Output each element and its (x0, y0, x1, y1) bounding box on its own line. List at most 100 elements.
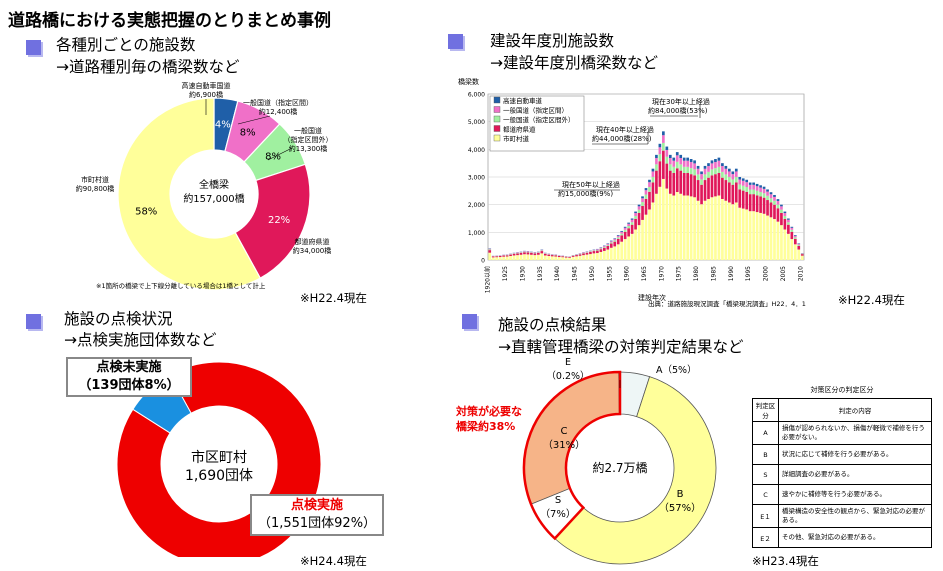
bar-segment (734, 168, 738, 172)
bar-segment (672, 157, 676, 161)
bar-segment (613, 238, 617, 240)
bar-segment (773, 196, 776, 201)
bar-segment (519, 252, 523, 255)
x-tick-label: 1960 (624, 266, 631, 281)
bar-segment (787, 222, 790, 225)
bar-segment (668, 154, 672, 159)
year-x-axis-label: 建設年次 (638, 293, 666, 302)
bar-segment (696, 165, 700, 169)
bar-segment (797, 245, 801, 250)
bar-segment (575, 256, 578, 260)
bar-segment (766, 191, 769, 196)
bar-segment (783, 211, 787, 214)
bar-segment (759, 187, 762, 193)
callout-expressway-count: 約6,900橋 (189, 90, 223, 99)
bar-segment (728, 176, 731, 183)
bar-segment (655, 158, 658, 165)
bar-segment (710, 197, 714, 260)
callout-prefectural-name: 都道府県道 (295, 237, 330, 246)
bar-segment (613, 241, 617, 247)
bar-segment (526, 251, 530, 252)
bar-segment (616, 244, 620, 260)
table-row: E２ その他、緊急対応の必要がある。 (752, 527, 932, 548)
bar-segment (530, 252, 533, 255)
bar-segment (745, 209, 749, 260)
bar-segment (707, 177, 710, 199)
result-note: ※H23.4現在 (752, 554, 819, 568)
bar-segment (582, 253, 585, 256)
bar-segment (602, 246, 606, 247)
measure-needed-line2: 橋梁約38% (456, 420, 516, 433)
bar-segment (696, 174, 700, 181)
year-subheading: →建設年度別橋梁数など (490, 54, 658, 72)
bar-segment (745, 191, 749, 210)
bar-segment (540, 250, 544, 252)
bar-segment (776, 199, 780, 201)
bar-segment (773, 200, 776, 205)
bar-segment (707, 163, 710, 167)
bar-segment (585, 251, 589, 253)
legend-label: 都道府県道 (503, 125, 536, 134)
bar-segment (787, 219, 790, 223)
year-y-axis-label: 橋梁数 (458, 77, 479, 86)
table-row: S 詳細調査の必要がある。 (752, 464, 932, 485)
bar-segment (752, 184, 755, 190)
type-donut-chart: 4%8%8%22%58% 高速自動車国道 約6,900橋 一般国道（指定区間） … (76, 81, 333, 291)
bar-segment (616, 238, 620, 245)
table-cell-content: 詳細調査の必要がある。 (778, 464, 932, 485)
bar-segment (766, 215, 769, 260)
table-cell-key: A (752, 421, 779, 445)
bar-segment (741, 178, 745, 181)
bar-segment (637, 225, 641, 260)
bar-segment (655, 164, 658, 171)
bar-segment (644, 190, 648, 195)
bar-segment (787, 233, 790, 260)
bar-segment (672, 160, 676, 167)
x-tick-label: 1925 (502, 266, 509, 281)
bar-segment (592, 249, 596, 251)
bar-segment (509, 254, 512, 256)
bar-segment (620, 230, 624, 232)
legend-swatch (493, 115, 501, 123)
bar-segment (578, 255, 582, 260)
bar-segment (495, 256, 499, 258)
table-row: C 速やかに補修等を行う必要がある。 (752, 484, 932, 505)
not-inspected-callout: 点検未実施 （139団体8%） (66, 357, 192, 397)
section-bullet-icon (26, 40, 41, 55)
bar-segment (759, 196, 762, 213)
measure-needed-callout: 対策が必要な 橋梁約38% (456, 404, 522, 434)
bar-segment (710, 163, 714, 170)
bar-segment (523, 252, 526, 255)
bar-segment (769, 192, 773, 195)
annotation-40-years-line2: 約44,000橋(28%) (592, 134, 652, 143)
bar-segment (568, 257, 571, 260)
x-tick-label: 2005 (780, 266, 787, 281)
bar-segment (769, 217, 773, 260)
bar-segment (582, 255, 585, 260)
bar-segment (547, 255, 551, 260)
bar-segment (672, 166, 676, 173)
bar-segment (679, 158, 683, 165)
bar-segment (686, 166, 690, 173)
bar-segment (728, 202, 731, 260)
bar-segment (488, 249, 492, 251)
bar-segment (651, 171, 655, 177)
bar-segment (762, 193, 766, 198)
bar-segment (609, 243, 613, 248)
bar-segment (589, 252, 592, 255)
bar-segment (780, 212, 783, 226)
bar-segment (724, 200, 728, 260)
bar-segment (543, 253, 547, 256)
bar-segment (651, 168, 655, 172)
bar-segment (759, 192, 762, 197)
bar-segment (623, 231, 627, 240)
bar-segment (682, 157, 686, 161)
bar-segment (797, 249, 801, 260)
measure-needed-line1: 対策が必要な (456, 405, 522, 418)
bar-segment (734, 202, 738, 260)
bar-segment (776, 200, 780, 205)
x-tick-label: 1930 (519, 266, 526, 281)
bar-segment (773, 204, 776, 220)
bar-segment (634, 215, 637, 219)
bar-segment (721, 171, 724, 178)
